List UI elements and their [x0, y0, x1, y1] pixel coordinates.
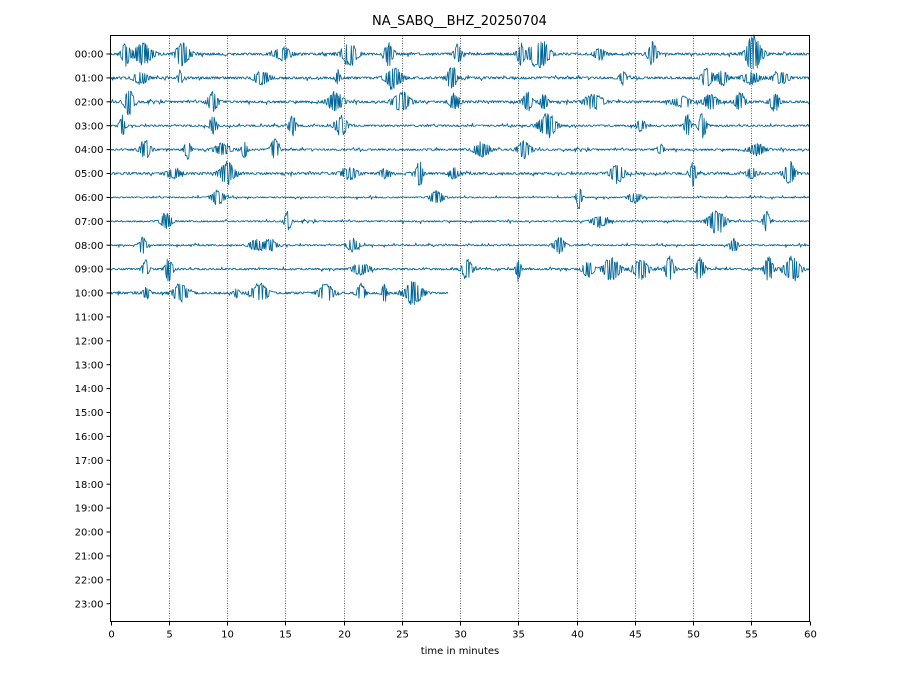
y-tick-label: 04:00	[75, 145, 104, 156]
x-tick-label: 15	[279, 630, 292, 641]
y-tick-label: 11:00	[75, 313, 104, 324]
y-tick-label: 21:00	[75, 552, 104, 563]
y-tick-label: 14:00	[75, 384, 104, 395]
x-axis-label: time in minutes	[421, 646, 500, 657]
y-tick-label: 12:00	[75, 336, 104, 347]
x-tick-label: 45	[629, 630, 642, 641]
y-tick-label: 22:00	[75, 575, 104, 586]
trace-0200	[110, 90, 810, 116]
trace-0000	[110, 34, 810, 70]
y-tick-label: 13:00	[75, 360, 104, 371]
y-tick-label: 07:00	[75, 217, 104, 228]
x-tick-label: 60	[804, 630, 817, 641]
trace-0800	[110, 236, 810, 255]
trace-lines	[110, 34, 810, 306]
y-tick-label: 01:00	[75, 74, 104, 85]
y-tick-label: 16:00	[75, 432, 104, 443]
y-tick-label: 15:00	[75, 408, 104, 419]
y-tick-label: 03:00	[75, 121, 104, 132]
y-tick-label: 18:00	[75, 480, 104, 491]
trace-1000	[110, 281, 449, 306]
y-tick-label: 08:00	[75, 241, 104, 252]
y-axis: 00:00 01:00 02:00 03:00 04:00 05:00 06:00 07:00…	[75, 50, 111, 610]
y-tick-label: 06:00	[75, 193, 104, 204]
y-tick-label: 20:00	[75, 528, 104, 539]
y-tick-label: 02:00	[75, 97, 104, 108]
x-tick-label: 25	[396, 630, 409, 641]
x-tick-label: 40	[571, 630, 584, 641]
trace-0100	[110, 67, 810, 90]
y-tick-label: 09:00	[75, 265, 104, 276]
x-tick-label: 50	[687, 630, 700, 641]
chart-title: NA_SABQ__BHZ_20250704	[372, 14, 547, 29]
y-tick-label: 00:00	[75, 50, 104, 61]
trace-0600	[110, 188, 810, 210]
x-tick-label: 20	[338, 630, 351, 641]
trace-0400	[110, 138, 810, 160]
trace-0500	[110, 160, 810, 187]
x-tick-label: 10	[221, 630, 234, 641]
trace-0700	[110, 210, 810, 234]
grid-lines	[169, 35, 752, 622]
x-axis: 0 5 10 15 20 25 30 35 40 45 50 55 60	[108, 621, 817, 641]
y-tick-label: 17:00	[75, 456, 104, 467]
trace-0300	[110, 113, 810, 139]
x-tick-label: 5	[166, 630, 172, 641]
x-tick-label: 55	[745, 630, 758, 641]
x-tick-label: 30	[454, 630, 467, 641]
y-tick-label: 05:00	[75, 169, 104, 180]
y-tick-label: 19:00	[75, 504, 104, 515]
trace-0900	[110, 255, 810, 282]
x-tick-label: 35	[512, 630, 525, 641]
y-tick-label: 10:00	[75, 289, 104, 300]
x-tick-label: 0	[108, 630, 114, 641]
y-tick-label: 23:00	[75, 599, 104, 610]
